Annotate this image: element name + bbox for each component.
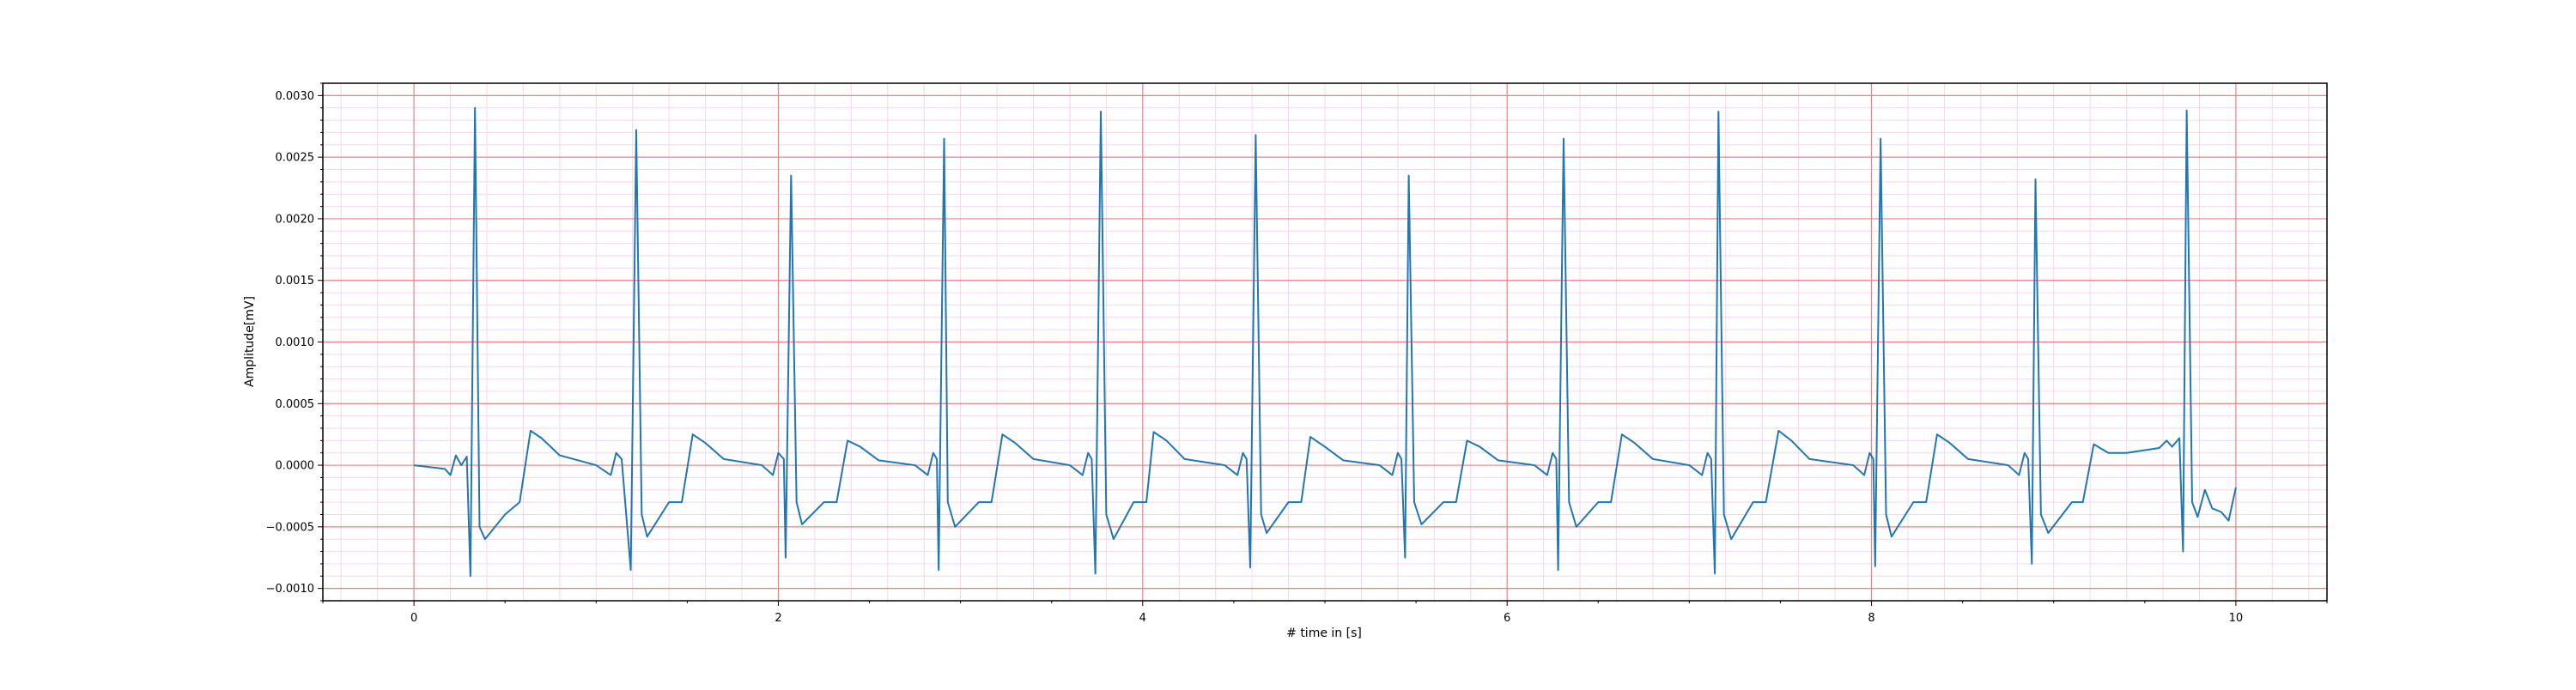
x-tick-label: 6 bbox=[1504, 612, 1510, 625]
y-axis-ticks: −0.0010 −0.0005 0.0000 0.0005 0.0010 0.0015 0.… bbox=[266, 82, 323, 602]
y-tick-label: −0.0005 bbox=[266, 521, 314, 534]
x-tick-label: 4 bbox=[1139, 612, 1146, 625]
y-tick-label: 0.0000 bbox=[276, 460, 315, 473]
y-tick-label: 0.0025 bbox=[276, 152, 315, 165]
x-tick-label: 10 bbox=[2229, 612, 2244, 625]
y-tick-label: −0.0010 bbox=[266, 583, 314, 596]
x-tick-label: 0 bbox=[410, 612, 417, 625]
x-axis-label: # time in [s] bbox=[1286, 626, 1362, 640]
y-tick-label: 0.0020 bbox=[276, 213, 315, 226]
y-tick-label: 0.0030 bbox=[276, 90, 315, 103]
x-tick-label: 8 bbox=[1868, 612, 1874, 625]
y-tick-label: 0.0005 bbox=[276, 398, 315, 411]
series-line-group bbox=[413, 106, 2237, 578]
y-axis-label: Amplitude[mV] bbox=[243, 296, 257, 387]
y-tick-label: 0.0010 bbox=[276, 336, 315, 349]
x-axis-ticks: 0 2 4 6 8 10 bbox=[322, 601, 2328, 625]
ecg-series-line bbox=[413, 106, 2237, 578]
y-tick-label: 0.0015 bbox=[276, 275, 315, 288]
major-grid bbox=[323, 83, 2327, 601]
x-tick-label: 2 bbox=[775, 612, 781, 625]
